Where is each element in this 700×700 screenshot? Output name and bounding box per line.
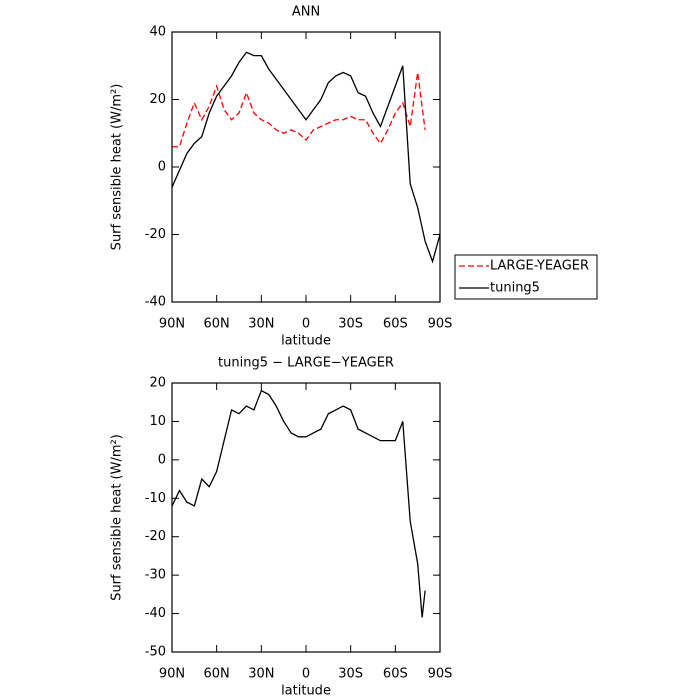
x-tick-label: 60N xyxy=(204,667,230,682)
chart-title: tuning5 − LARGE−YEAGER xyxy=(218,356,394,371)
y-tick-label: 0 xyxy=(158,160,166,175)
y-tick-label: 20 xyxy=(149,92,166,107)
plot-frame xyxy=(171,382,441,653)
y-tick-label: 40 xyxy=(149,25,166,40)
x-tick-label: 90S xyxy=(428,667,453,682)
y-tick-label: -50 xyxy=(145,645,166,660)
x-tick-label: 90N xyxy=(159,317,185,332)
y-tick-label: 0 xyxy=(158,452,166,467)
x-tick-label: 30S xyxy=(338,317,363,332)
data-line xyxy=(171,389,426,618)
x-axis-label: latitude xyxy=(281,684,331,699)
x-tick-label: 30N xyxy=(248,667,274,682)
y-axis-label: Surf sensible heat (W/m²) xyxy=(110,434,125,601)
y-tick-label: -20 xyxy=(145,227,166,242)
data-line xyxy=(171,51,441,264)
chart-title: ANN xyxy=(292,5,320,20)
y-tick-label: -20 xyxy=(145,529,166,544)
y-tick-label: -30 xyxy=(145,568,166,583)
x-tick-label: 90S xyxy=(428,317,453,332)
legend-label: LARGE-YEAGER xyxy=(490,259,589,274)
legend-label: tuning5 xyxy=(490,281,540,296)
plot-frame xyxy=(171,31,441,303)
x-tick-label: 90N xyxy=(159,667,185,682)
y-tick-label: -40 xyxy=(145,606,166,621)
y-tick-label: -10 xyxy=(145,491,166,506)
x-tick-label: 30S xyxy=(338,667,363,682)
y-tick-label: -40 xyxy=(145,295,166,310)
x-tick-label: 60S xyxy=(383,667,408,682)
y-tick-label: 10 xyxy=(149,414,166,429)
x-axis-label: latitude xyxy=(281,334,331,349)
y-axis-label: Surf sensible heat (W/m²) xyxy=(110,84,125,251)
y-tick-label: 20 xyxy=(149,376,166,391)
x-tick-label: 60N xyxy=(204,317,230,332)
x-tick-label: 60S xyxy=(383,317,408,332)
x-tick-label: 0 xyxy=(302,317,310,332)
x-tick-label: 0 xyxy=(302,667,310,682)
legend-box xyxy=(454,254,598,300)
data-line xyxy=(172,72,426,148)
x-tick-label: 30N xyxy=(248,317,274,332)
